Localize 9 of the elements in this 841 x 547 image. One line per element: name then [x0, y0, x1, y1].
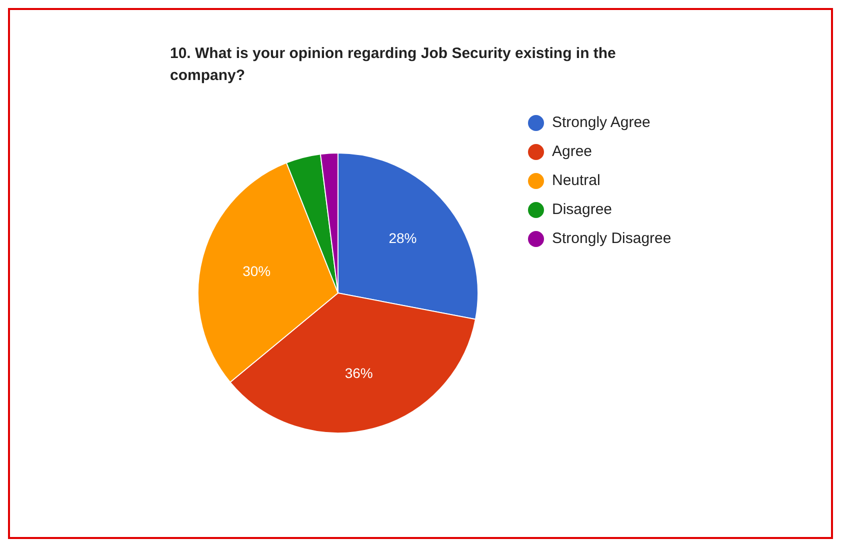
- legend-label: Agree: [552, 142, 592, 160]
- data-label: 36%: [344, 365, 373, 382]
- legend-label: Strongly Agree: [552, 114, 650, 131]
- data-label: 28%: [388, 230, 417, 246]
- chart-title: 10. What is your opinion regarding Job Security existing in the company?: [170, 45, 616, 84]
- legend-label: Neutral: [552, 172, 600, 189]
- legend-label: Disagree: [552, 200, 612, 218]
- legend-label: Strongly Disagree: [552, 230, 672, 247]
- data-label: 30%: [242, 262, 271, 279]
